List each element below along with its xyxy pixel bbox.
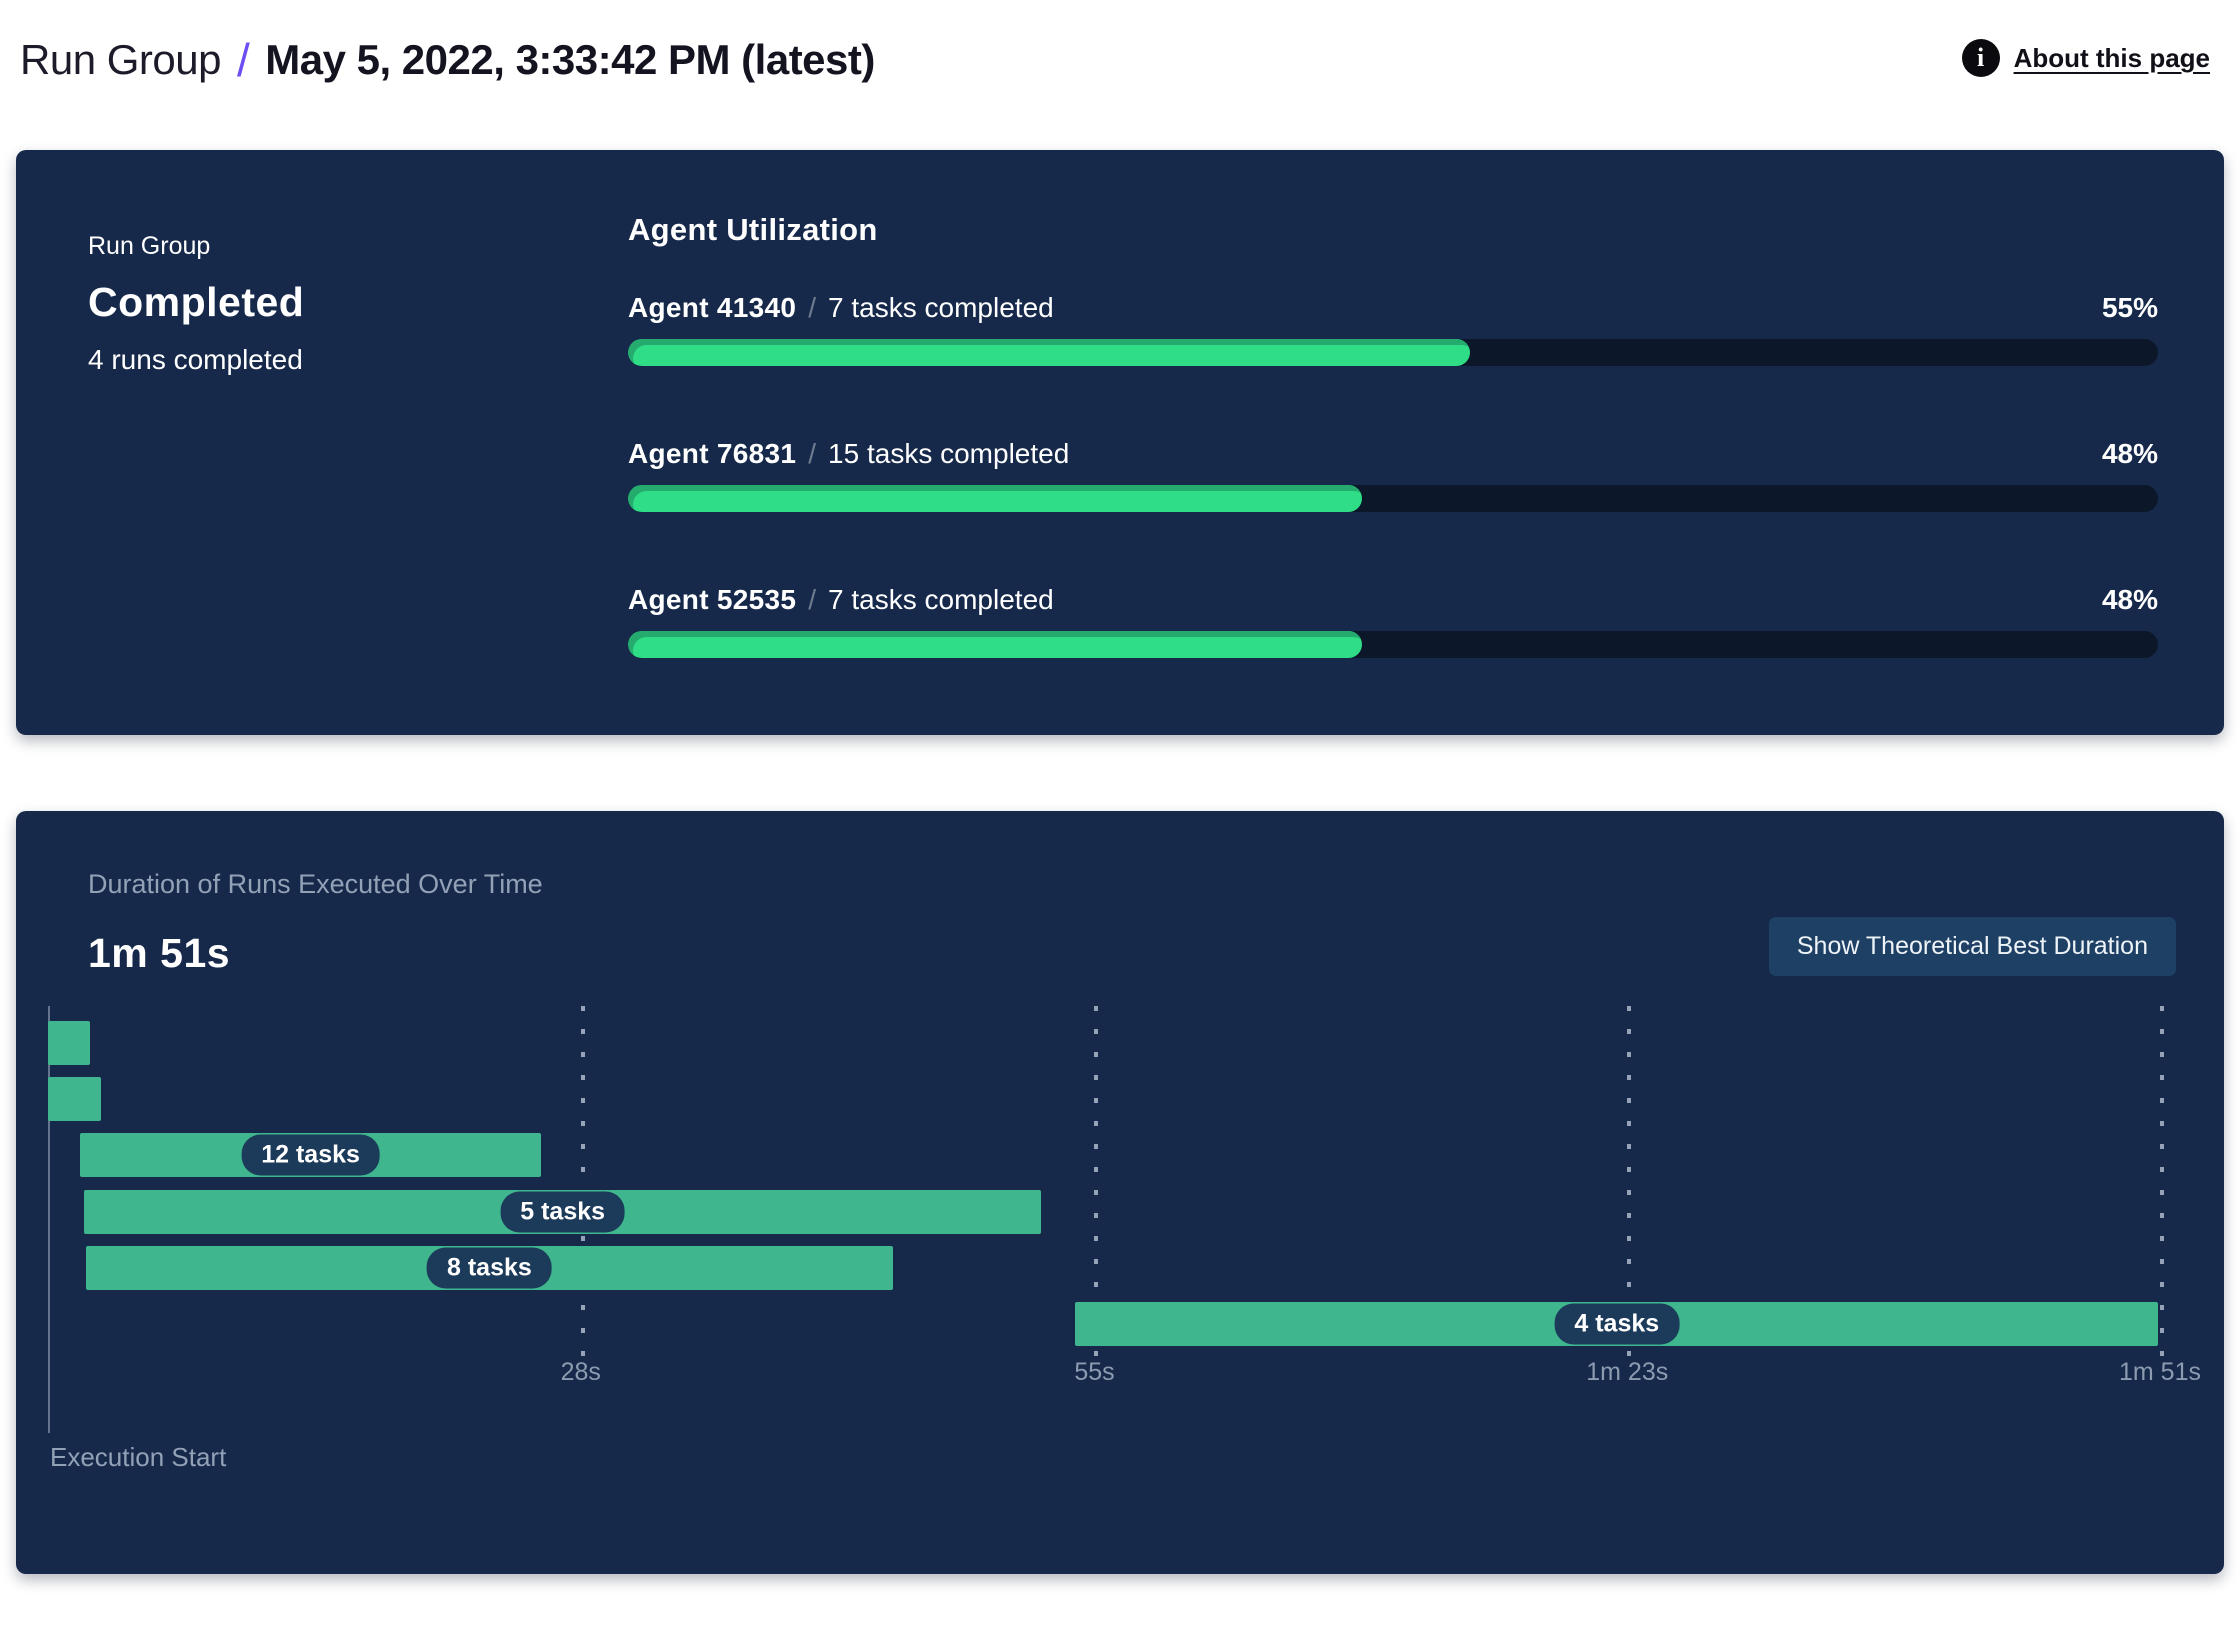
agent-name: Agent 41340 [628,292,797,323]
page-title: May 5, 2022, 3:33:42 PM (latest) [265,36,875,83]
agent-progress-track [628,631,2158,658]
execution-start-axis-line [48,1006,50,1433]
gridline [1627,1006,1632,1356]
agent-utilization-heading: Agent Utilization [628,212,878,247]
axis-tick-label: 55s [1074,1358,1115,1386]
duration-chart-heading: Duration of Runs Executed Over Time [88,869,543,899]
breadcrumb-root[interactable]: Run Group [20,36,221,83]
agent-utilization-percent: 55% [2101,292,2158,323]
run-group-label: Run Group [88,232,211,260]
execution-start-label: Execution Start [50,1442,227,1472]
gantt-bar: 5 tasks [84,1189,1042,1234]
gridline [1094,1006,1099,1356]
agent-separator: / [808,584,817,615]
gantt-bar-label: 4 tasks [1554,1303,1680,1345]
agent-utilization-panel: Agent Utilization Agent 41340 / 7 tasks … [628,212,2158,675]
page-header: Run Group / May 5, 2022, 3:33:42 PM (lat… [0,0,2240,90]
agent-progress-track [628,339,2158,366]
agent-utilization-percent: 48% [2101,438,2158,469]
runs-completed-count: 4 runs completed [88,344,303,375]
agent-progress-fill [628,485,1363,512]
gantt-bar-label: 12 tasks [241,1134,380,1176]
agent-meta: Agent 76831 / 15 tasks completed 48% [628,438,2158,470]
gantt-bar: 12 tasks [80,1133,541,1178]
axis-tick-label: 1m 23s [1586,1358,1669,1386]
agent-tasks-completed: 7 tasks completed [828,292,1054,323]
agent-separator: / [808,292,817,323]
info-icon[interactable]: i [1961,39,2000,77]
agent-meta: Agent 52535 / 7 tasks completed 48% [628,584,2158,616]
gantt-bar-label: 8 tasks [427,1247,552,1289]
agent-utilization-percent: 48% [2101,584,2158,615]
gridline [580,1006,585,1356]
axis-tick-label: 28s [560,1358,601,1386]
agent-tasks-completed: 15 tasks completed [828,438,1070,469]
agent-meta: Agent 41340 / 7 tasks completed 55% [628,292,2158,324]
gantt-bar: 4 tasks [1075,1302,2159,1346]
agent-tasks-completed: 7 tasks completed [828,584,1054,615]
about-link-label[interactable]: About this page [2013,42,2210,73]
gantt-bar-label: 5 tasks [500,1191,626,1233]
gantt-bar [48,1077,102,1122]
total-duration-value: 1m 51s [88,930,231,976]
agent-progress-fill [628,339,1470,366]
agent-name: Agent 52535 [628,584,797,615]
agent-progress-fill [628,631,1363,658]
agent-row: Agent 76831 / 15 tasks completed 48% [628,438,2158,512]
run-group-summary-card: Run Group Completed 4 runs completed Age… [16,150,2224,735]
axis-tick-label: 1m 51s [2119,1358,2201,1386]
run-group-status: Completed [88,279,305,325]
gantt-plot: Execution Start 28s 55s 1m 23s 1m 51s 12 tas… [48,1006,2201,1476]
breadcrumb-separator: / [236,34,250,86]
agent-name: Agent 76831 [628,438,797,469]
show-theoretical-best-duration-button[interactable]: Show Theoretical Best Duration [1768,917,2176,976]
agent-progress-track [628,485,2158,512]
agent-row: Agent 41340 / 7 tasks completed 55% [628,292,2158,366]
run-group-status-panel: Run Group Completed 4 runs completed [88,212,628,675]
gridline [2160,1006,2164,1356]
about-this-page-link[interactable]: i About this page [1961,39,2210,77]
gantt-bar [48,1021,90,1065]
agent-row: Agent 52535 / 7 tasks completed 48% [628,584,2158,658]
breadcrumb: Run Group / May 5, 2022, 3:33:42 PM (lat… [20,31,875,86]
gantt-bar: 8 tasks [86,1245,893,1290]
agent-separator: / [808,438,817,469]
duration-chart-card: Duration of Runs Executed Over Time 1m 5… [16,811,2224,1574]
